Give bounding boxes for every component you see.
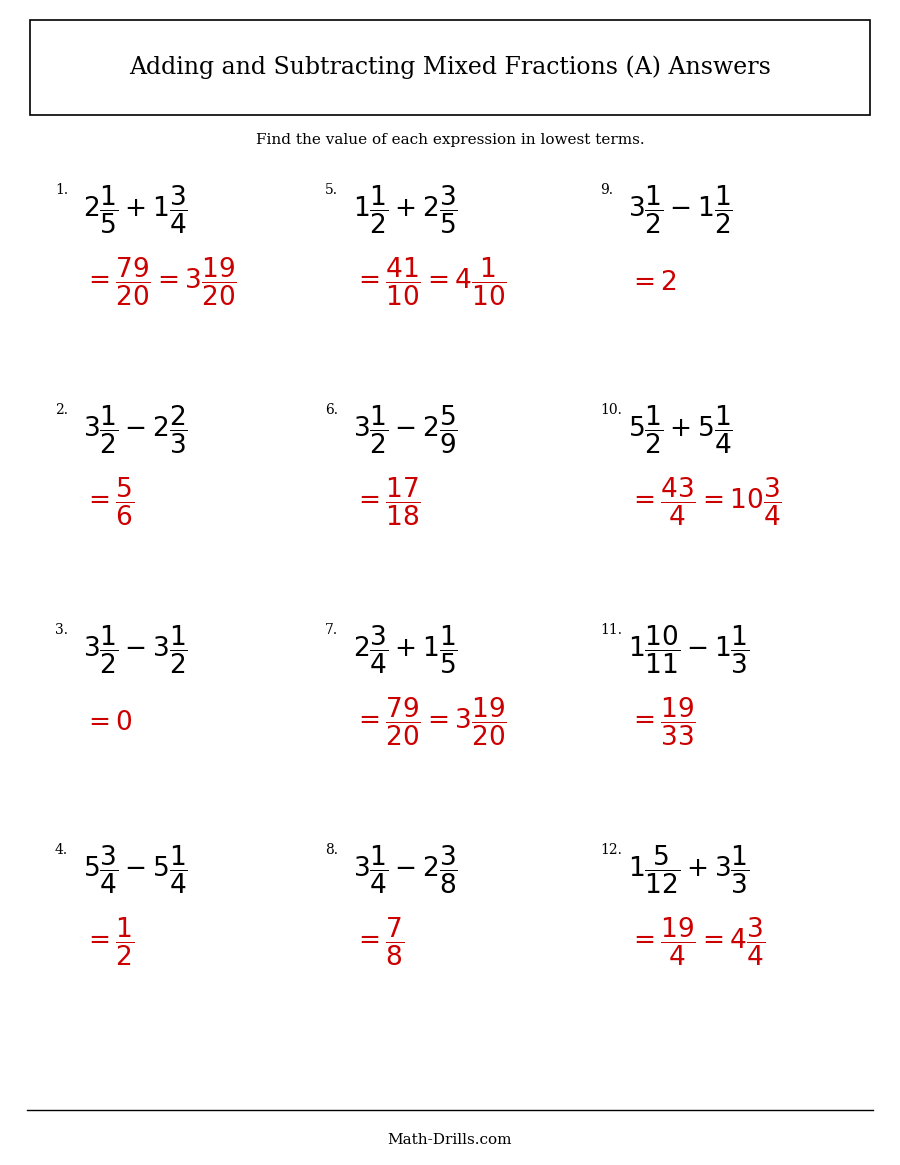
Text: $= \dfrac{17}{18}$: $= \dfrac{17}{18}$ — [353, 475, 421, 528]
Text: $3\dfrac{1}{4} - 2\dfrac{3}{8}$: $3\dfrac{1}{4} - 2\dfrac{3}{8}$ — [353, 843, 458, 896]
Text: $= \dfrac{7}{8}$: $= \dfrac{7}{8}$ — [353, 916, 404, 968]
Text: $5\dfrac{3}{4} - 5\dfrac{1}{4}$: $5\dfrac{3}{4} - 5\dfrac{1}{4}$ — [83, 843, 188, 896]
Text: $3\dfrac{1}{2} - 3\dfrac{1}{2}$: $3\dfrac{1}{2} - 3\dfrac{1}{2}$ — [83, 624, 188, 676]
Text: Find the value of each expression in lowest terms.: Find the value of each expression in low… — [256, 133, 644, 147]
Text: $2\dfrac{1}{5} + 1\dfrac{3}{4}$: $2\dfrac{1}{5} + 1\dfrac{3}{4}$ — [83, 184, 188, 236]
Text: $3\dfrac{1}{2} - 1\dfrac{1}{2}$: $3\dfrac{1}{2} - 1\dfrac{1}{2}$ — [628, 184, 733, 236]
Text: 6.: 6. — [325, 403, 338, 417]
Text: $1\dfrac{1}{2} + 2\dfrac{3}{5}$: $1\dfrac{1}{2} + 2\dfrac{3}{5}$ — [353, 184, 458, 236]
Text: $= \dfrac{5}{6}$: $= \dfrac{5}{6}$ — [83, 475, 134, 528]
Text: $= \dfrac{79}{20} = 3\dfrac{19}{20}$: $= \dfrac{79}{20} = 3\dfrac{19}{20}$ — [83, 256, 237, 308]
Text: Math-Drills.com: Math-Drills.com — [388, 1134, 512, 1148]
Text: Adding and Subtracting Mixed Fractions (A) Answers: Adding and Subtracting Mixed Fractions (… — [129, 56, 771, 79]
Text: $1\dfrac{5}{12} + 3\dfrac{1}{3}$: $1\dfrac{5}{12} + 3\dfrac{1}{3}$ — [628, 843, 750, 896]
Text: $= \dfrac{43}{4} = 10\dfrac{3}{4}$: $= \dfrac{43}{4} = 10\dfrac{3}{4}$ — [628, 475, 782, 528]
Text: $= \dfrac{19}{4} = 4\dfrac{3}{4}$: $= \dfrac{19}{4} = 4\dfrac{3}{4}$ — [628, 916, 765, 968]
FancyBboxPatch shape — [30, 20, 870, 115]
Text: 10.: 10. — [600, 403, 622, 417]
Text: $1\dfrac{10}{11} - 1\dfrac{1}{3}$: $1\dfrac{10}{11} - 1\dfrac{1}{3}$ — [628, 624, 750, 676]
Text: 9.: 9. — [600, 183, 613, 197]
Text: 4.: 4. — [55, 843, 68, 857]
Text: 3.: 3. — [55, 623, 68, 637]
Text: 7.: 7. — [325, 623, 338, 637]
Text: $= \dfrac{79}{20} = 3\dfrac{19}{20}$: $= \dfrac{79}{20} = 3\dfrac{19}{20}$ — [353, 696, 507, 748]
Text: $5\dfrac{1}{2} + 5\dfrac{1}{4}$: $5\dfrac{1}{2} + 5\dfrac{1}{4}$ — [628, 404, 733, 457]
Text: 8.: 8. — [325, 843, 338, 857]
Text: 12.: 12. — [600, 843, 622, 857]
Text: $= 2$: $= 2$ — [628, 269, 677, 295]
Text: 5.: 5. — [325, 183, 338, 197]
Text: 2.: 2. — [55, 403, 68, 417]
Text: $3\dfrac{1}{2} - 2\dfrac{2}{3}$: $3\dfrac{1}{2} - 2\dfrac{2}{3}$ — [83, 404, 188, 457]
Text: $= \dfrac{1}{2}$: $= \dfrac{1}{2}$ — [83, 916, 134, 968]
Text: 1.: 1. — [55, 183, 68, 197]
Text: $= \dfrac{19}{33}$: $= \dfrac{19}{33}$ — [628, 696, 696, 748]
Text: 11.: 11. — [600, 623, 622, 637]
Text: $2\dfrac{3}{4} + 1\dfrac{1}{5}$: $2\dfrac{3}{4} + 1\dfrac{1}{5}$ — [353, 624, 458, 676]
Text: $= 0$: $= 0$ — [83, 709, 132, 734]
Text: $= \dfrac{41}{10} = 4\dfrac{1}{10}$: $= \dfrac{41}{10} = 4\dfrac{1}{10}$ — [353, 256, 507, 308]
Text: $3\dfrac{1}{2} - 2\dfrac{5}{9}$: $3\dfrac{1}{2} - 2\dfrac{5}{9}$ — [353, 404, 458, 457]
